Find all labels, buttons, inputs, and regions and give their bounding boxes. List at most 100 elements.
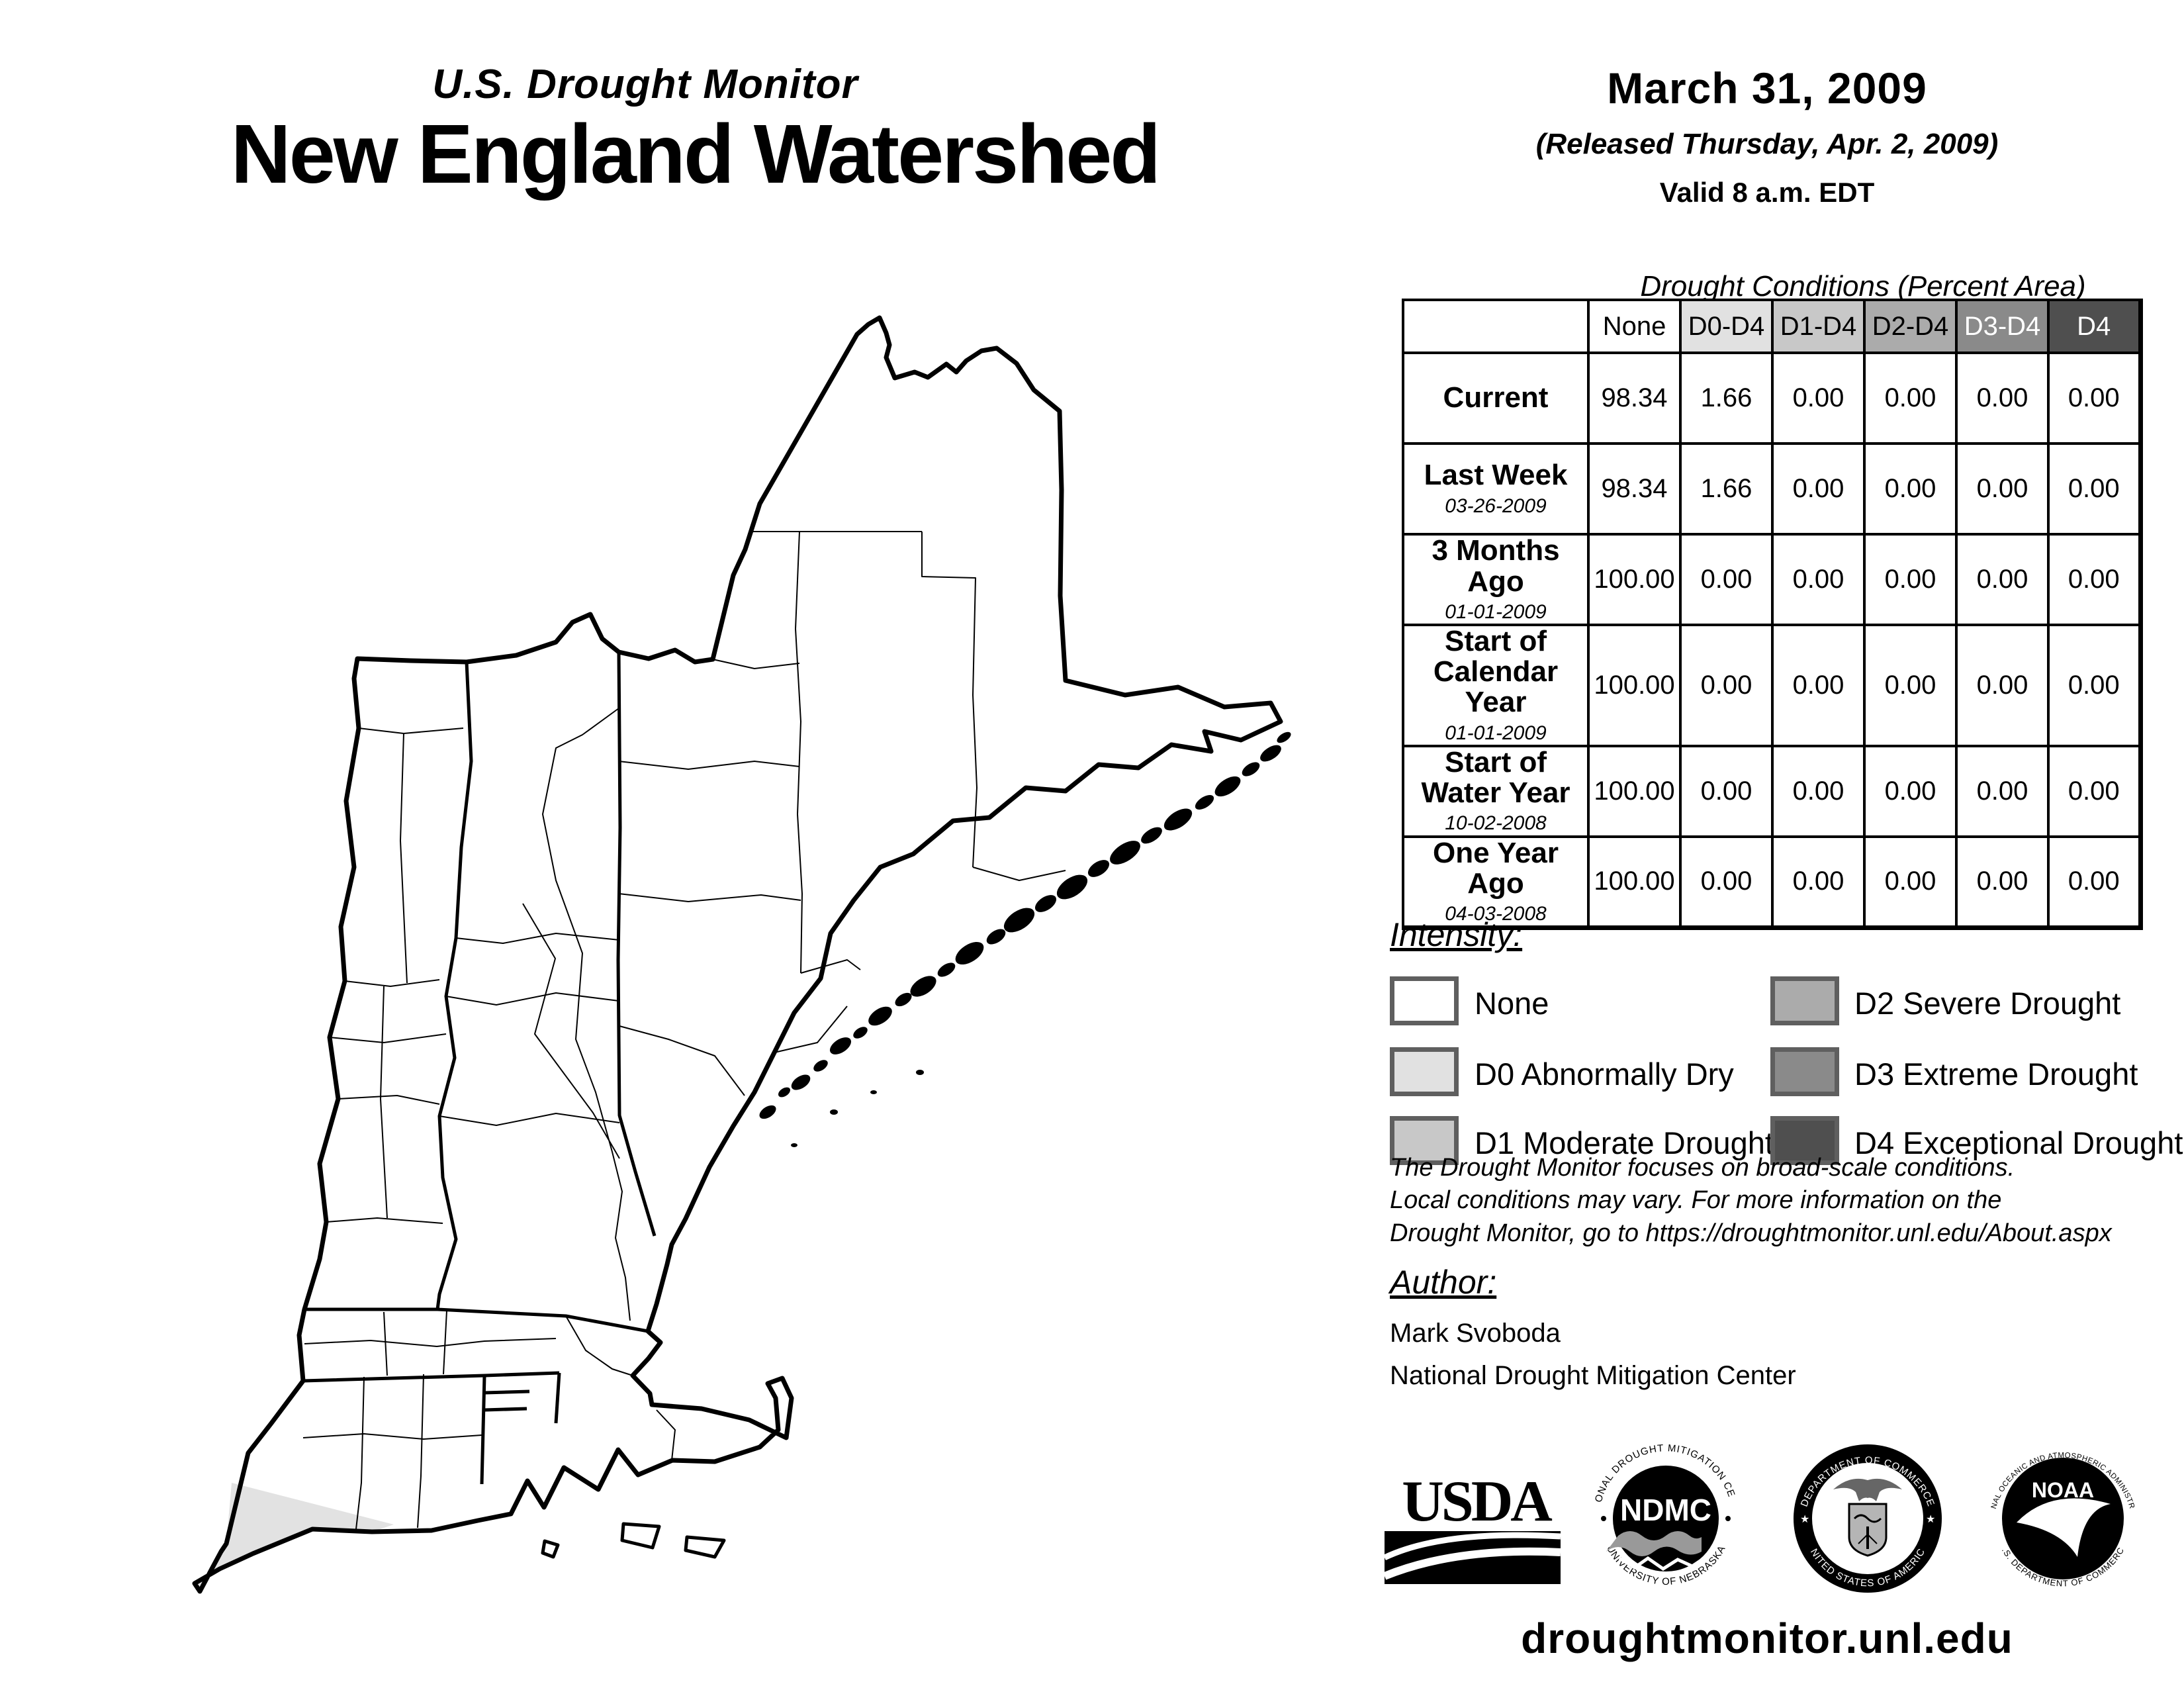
cell-value: 0.00 xyxy=(1679,624,1774,747)
cell-value: 1.66 xyxy=(1679,442,1774,536)
legend-label: D1 Moderate Drought xyxy=(1475,1125,1774,1160)
row-label-start-water-year: Start of Water Year 10-02-2008 xyxy=(1402,744,1590,838)
disclaimer-text: The Drought Monitor focuses on broad-sca… xyxy=(1390,1152,2158,1250)
disclaimer-line: Drought Monitor, go to https://droughtmo… xyxy=(1390,1219,2112,1247)
table-row: Start of Calendar Year 01-01-2009 100.00… xyxy=(1402,624,2143,747)
row-label-one-year-ago: One Year Ago 04-03-2008 xyxy=(1402,835,1590,930)
cell-value: 0.00 xyxy=(1771,744,1866,838)
table-row: Last Week 03-26-2009 98.34 1.66 0.00 0.0… xyxy=(1402,442,2143,536)
table-header-row: None D0-D4 D1-D4 D2-D4 D3-D4 D4 xyxy=(1402,299,2143,354)
watershed-boundaries xyxy=(302,531,1066,1530)
col-header-d4: D4 xyxy=(2047,299,2143,354)
d0-region xyxy=(195,1483,394,1591)
land-outline-fill xyxy=(195,318,1281,1591)
cell-value: 0.00 xyxy=(2047,352,2143,445)
cell-value: 98.34 xyxy=(1587,442,1682,536)
noaa-wordmark: NOAA xyxy=(2032,1478,2094,1502)
table-row: One Year Ago 04-03-2008 100.00 0.00 0.00… xyxy=(1402,835,2143,930)
cell-value: 0.00 xyxy=(1863,352,1958,445)
col-header-d1-d4: D1-D4 xyxy=(1771,299,1866,354)
row-label-date: 03-26-2009 xyxy=(1445,494,1547,517)
cell-value: 0.00 xyxy=(1955,624,2050,747)
cell-value: 0.00 xyxy=(1863,624,1958,747)
table-title: Drought Conditions (Percent Area) xyxy=(1640,270,2086,303)
state-borders xyxy=(302,651,657,1485)
row-label-text: Last Week xyxy=(1424,459,1568,492)
cell-value: 0.00 xyxy=(1679,533,1774,626)
col-header-d0-d4: D0-D4 xyxy=(1679,299,1774,354)
cell-value: 0.00 xyxy=(1863,533,1958,626)
row-label-date: 01-01-2009 xyxy=(1445,722,1547,744)
row-label-current: Current xyxy=(1402,352,1590,445)
row-label-start-calendar-year: Start of Calendar Year 01-01-2009 xyxy=(1402,624,1590,747)
row-label-date: 01-01-2009 xyxy=(1445,600,1547,623)
coastal-islands xyxy=(759,731,1291,1147)
legend-swatch-d2 xyxy=(1770,976,1839,1025)
table-header-spacer xyxy=(1402,299,1590,354)
legend-swatch-d4 xyxy=(1770,1116,1839,1165)
cell-value: 0.00 xyxy=(1955,533,2050,626)
report-supertitle: U.S. Drought Monitor xyxy=(432,62,858,107)
usda-wordmark: USDA xyxy=(1402,1473,1552,1534)
cell-value: 0.00 xyxy=(2047,624,2143,747)
legend-swatch-d3 xyxy=(1770,1047,1839,1096)
table-row: 3 Months Ago 01-01-2009 100.00 0.00 0.00… xyxy=(1402,533,2143,626)
row-label-text: Start of Water Year xyxy=(1421,745,1570,810)
cell-value: 0.00 xyxy=(1955,442,2050,536)
legend-swatch-d0 xyxy=(1390,1047,1459,1096)
row-label-text: Start of Calendar Year xyxy=(1433,625,1559,719)
row-label-text: 3 Months Ago xyxy=(1432,534,1560,598)
author-organization: National Drought Mitigation Center xyxy=(1390,1361,1796,1390)
new-england-watershed-map xyxy=(185,298,1297,1622)
ndmc-logo: NATIONAL DROUGHT MITIGATION CENTER UNIVE… xyxy=(1585,1438,1747,1600)
cell-value: 0.00 xyxy=(2047,442,2143,536)
author-name: Mark Svoboda xyxy=(1390,1319,1561,1348)
cell-value: 1.66 xyxy=(1679,352,1774,445)
col-header-d2-d4: D2-D4 xyxy=(1863,299,1958,354)
cell-value: 0.00 xyxy=(1771,352,1866,445)
legend-label: D4 Exceptional Drought xyxy=(1854,1125,2183,1160)
row-label-3-months-ago: 3 Months Ago 01-01-2009 xyxy=(1402,533,1590,626)
doc-star-right: ★ xyxy=(1926,1514,1935,1525)
table-row: Current 98.34 1.66 0.00 0.00 0.00 0.00 xyxy=(1402,352,2143,445)
cell-value: 0.00 xyxy=(1771,533,1866,626)
disclaimer-line: Local conditions may vary. For more info… xyxy=(1390,1186,2002,1215)
legend-label: D3 Extreme Drought xyxy=(1854,1056,2138,1092)
cell-value: 0.00 xyxy=(1679,835,1774,930)
page-title: New England Watershed xyxy=(230,107,1161,201)
footer-url: droughtmonitor.unl.edu xyxy=(1521,1615,2013,1662)
legend-label: None xyxy=(1475,986,1549,1021)
map-svg xyxy=(192,315,1291,1594)
row-label-date: 04-03-2008 xyxy=(1445,902,1547,925)
cell-value: 0.00 xyxy=(1863,442,1958,536)
cell-value: 0.00 xyxy=(2047,835,2143,930)
row-label-text: Current xyxy=(1443,381,1549,414)
usda-logo: USDA xyxy=(1383,1473,1569,1589)
drought-conditions-table: None D0-D4 D1-D4 D2-D4 D3-D4 D4 Current … xyxy=(1402,299,2143,930)
row-label-last-week: Last Week 03-26-2009 xyxy=(1402,442,1590,536)
row-label-date: 10-02-2008 xyxy=(1445,812,1547,835)
cell-value: 0.00 xyxy=(1863,835,1958,930)
legend-label: D2 Severe Drought xyxy=(1854,986,2121,1021)
disclaimer-line: The Drought Monitor focuses on broad-sca… xyxy=(1390,1154,2015,1182)
cell-value: 0.00 xyxy=(1955,744,2050,838)
cell-value: 0.00 xyxy=(1955,835,2050,930)
date-block: March 31, 2009 (Released Thursday, Apr. … xyxy=(1403,63,2131,209)
noaa-logo: NATIONAL OCEANIC AND ATMOSPHERIC ADMINIS… xyxy=(1982,1438,2144,1600)
table-row: Start of Water Year 10-02-2008 100.00 0.… xyxy=(1402,744,2143,838)
cell-value: 0.00 xyxy=(2047,744,2143,838)
author-heading: Author: xyxy=(1390,1264,1497,1301)
southern-islands xyxy=(541,1522,726,1559)
cell-value: 100.00 xyxy=(1587,624,1682,747)
legend-swatch-d1 xyxy=(1390,1116,1459,1165)
cell-value: 0.00 xyxy=(1679,744,1774,838)
doc-logo: DEPARTMENT OF COMMERCE UNITED STATES OF … xyxy=(1787,1438,1949,1600)
doc-eagle xyxy=(1833,1478,1902,1501)
noaa-seabird xyxy=(2017,1498,2111,1557)
cell-value: 100.00 xyxy=(1587,744,1682,838)
land-outline-stroke xyxy=(192,315,1283,1594)
col-header-none: None xyxy=(1587,299,1682,354)
map-date: March 31, 2009 xyxy=(1607,64,1927,113)
legend-swatch-none xyxy=(1390,976,1459,1025)
cell-value: 0.00 xyxy=(2047,533,2143,626)
